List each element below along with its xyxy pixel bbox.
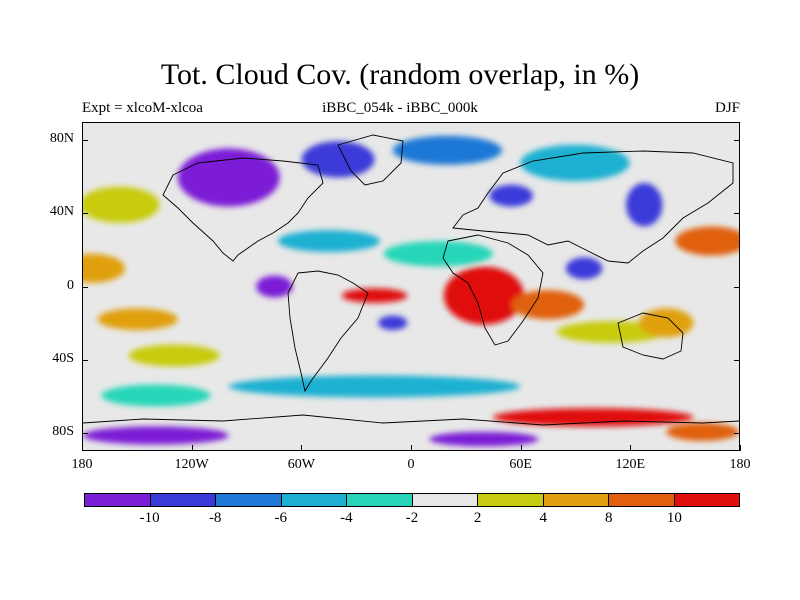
lon-tick-label: 180: [729, 457, 751, 472]
anomaly-sahara-teal: [383, 241, 494, 267]
anomaly-australia-orange: [638, 308, 694, 338]
anomaly-antarctic-purple: [83, 426, 229, 445]
lon-tick: [520, 445, 522, 451]
coastlines: [83, 134, 739, 426]
colorbar-swatch: [281, 494, 347, 506]
colorbar-label: -8: [208, 510, 222, 526]
anomaly-south-atlantic-negative: [378, 315, 408, 331]
colorbar-swatch: [412, 494, 478, 506]
lat-tick-label: 80S: [52, 423, 74, 439]
lon-tick: [740, 445, 741, 451]
lat-tick-label: 0: [67, 277, 74, 293]
lat-tick: [82, 286, 88, 288]
coast-africa: [442, 234, 544, 346]
anomaly-antarctic-orange-east: [666, 422, 739, 441]
coast-south-america: [287, 270, 369, 393]
lon-tick-label: 180: [71, 457, 93, 472]
coast-australia: [617, 312, 684, 360]
lat-tick: [734, 359, 740, 361]
anomaly-atlantic-equator-red: [341, 288, 408, 303]
anomaly-north-atlantic-negative: [301, 141, 375, 178]
coast-antarctica: [83, 414, 739, 426]
lon-tick: [301, 445, 303, 451]
colorbar-swatch: [150, 494, 216, 506]
lon-tick-label: 120E: [615, 457, 646, 472]
anomaly-indian-south-yellow: [556, 321, 667, 343]
lon-tick-label: 120W: [174, 457, 209, 472]
anomaly-southern-ocean-teal: [228, 375, 521, 398]
anomaly-north-pacific-yellow: [83, 186, 160, 223]
colorbar-label: 4: [539, 510, 547, 526]
colorbar-swatch: [543, 494, 609, 506]
map-panel: [82, 122, 740, 451]
lat-tick-label: 40S: [52, 350, 74, 366]
colorbar-label: -10: [139, 510, 160, 526]
coast-north-america: [162, 157, 324, 262]
colorbar-swatch: [478, 494, 544, 506]
anomaly-north-pacific-orange: [675, 226, 739, 256]
lat-tick: [82, 213, 88, 215]
lon-tick-label: 60E: [509, 457, 532, 472]
anomaly-southern-ocean-west-teal: [101, 384, 211, 407]
lon-tick-label: 60W: [287, 457, 315, 472]
anomaly-west-atlantic-teal: [277, 230, 381, 252]
lat-tick-label: 40N: [49, 204, 74, 220]
anomaly-india-negative: [565, 257, 603, 280]
anomaly-central-pacific-orange: [83, 253, 125, 283]
comparison-label: iBBC_054k - iBBC_000k: [322, 100, 478, 116]
anomaly-south-pacific-yellow: [128, 344, 220, 367]
anomaly-arctic-blue: [392, 135, 503, 165]
lat-tick: [734, 140, 740, 142]
colorbar-label: -2: [405, 510, 419, 526]
lat-tick-label: 80N: [49, 131, 74, 147]
lat-tick: [734, 286, 740, 288]
colorbar-swatch: [674, 494, 739, 506]
colorbar-label: -6: [274, 510, 288, 526]
coast-eurasia: [452, 150, 734, 264]
colorbar: [84, 493, 740, 507]
anomaly-africa-positive: [443, 266, 524, 325]
anomaly-east-asia-negative: [626, 182, 663, 227]
season-label: DJF: [714, 100, 740, 116]
anomaly-indian-ocean-orange: [511, 290, 585, 320]
anomaly-antarctic-purple-east: [429, 431, 539, 447]
anomaly-south-pacific-orange: [97, 308, 178, 331]
coast-greenland: [337, 134, 404, 186]
lat-tick: [734, 432, 740, 434]
lon-tick: [191, 445, 193, 451]
colorbar-swatch: [347, 494, 413, 506]
map-canvas: [83, 123, 739, 450]
lat-tick: [82, 140, 88, 142]
colorbar-label: -4: [340, 510, 353, 526]
colorbar-label: 2: [473, 510, 482, 526]
anomaly-amazon-negative: [256, 275, 293, 298]
lon-tick: [411, 445, 412, 451]
colorbar-label: 10: [666, 510, 682, 526]
lon-tick-label: 0: [407, 457, 415, 472]
colorbar-swatch: [216, 494, 282, 506]
colorbar-swatch: [609, 494, 675, 506]
lat-tick: [82, 359, 88, 361]
lat-tick: [734, 213, 740, 215]
lon-tick: [630, 445, 632, 451]
anomaly-central-asia-negative: [489, 184, 534, 207]
lat-tick: [82, 432, 88, 434]
lon-tick: [82, 445, 83, 451]
experiment-label: Expt = xlcoM-xlcoa: [82, 100, 203, 116]
anomaly-siberia-teal: [520, 144, 630, 182]
colorbar-swatch: [85, 494, 151, 506]
map-title: Tot. Cloud Cov. (random overlap, in %): [160, 58, 640, 91]
colorbar-label: 8: [605, 510, 613, 526]
anomaly-north-america-negative: [177, 148, 280, 207]
